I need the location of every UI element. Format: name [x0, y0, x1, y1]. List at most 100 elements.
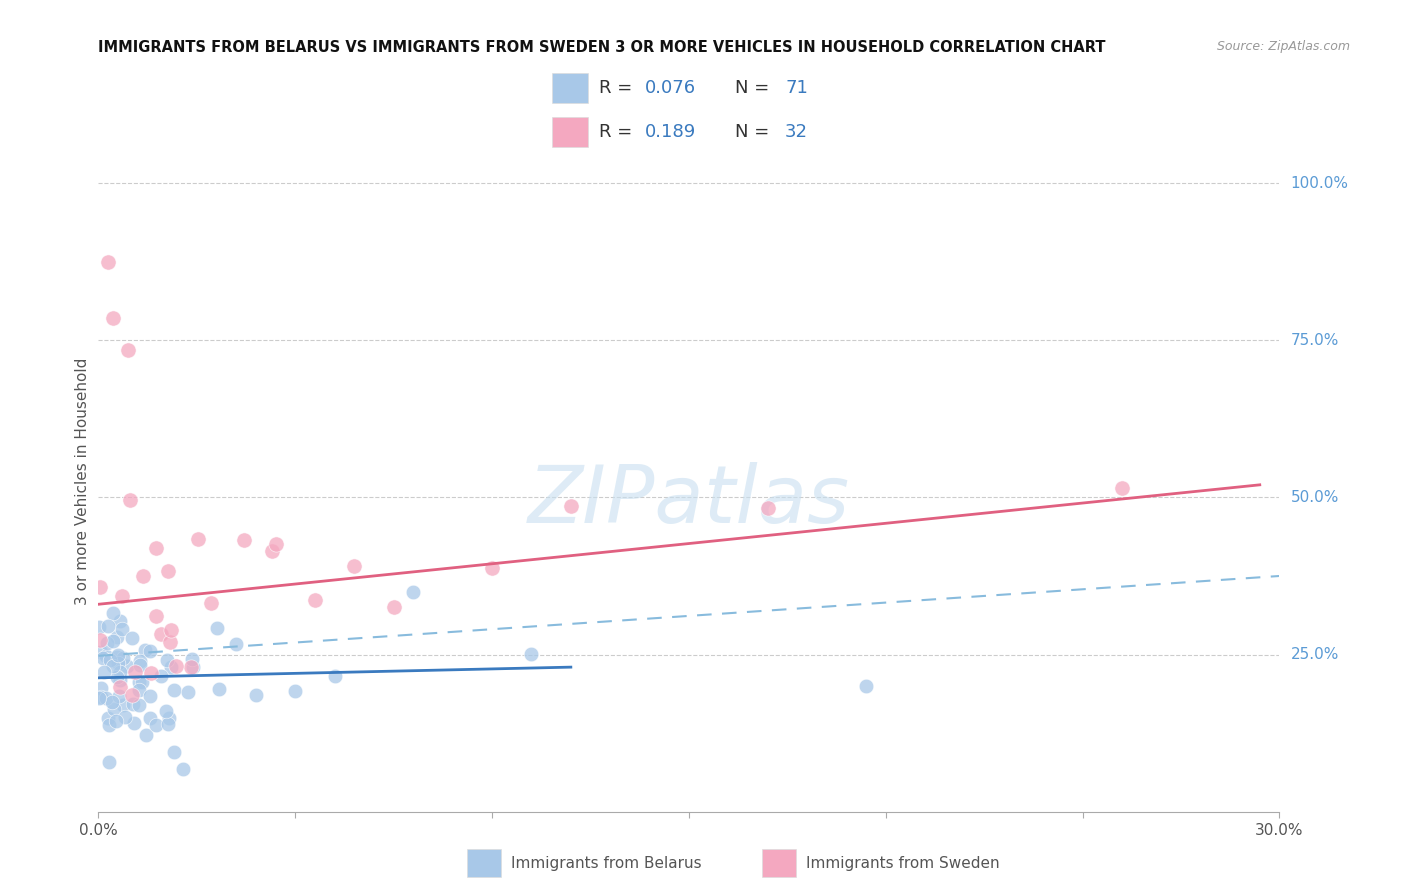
Point [264, 537, 287, 551]
Point [382, 599, 405, 614]
Point [90, 690, 112, 705]
Point [159, 635, 181, 649]
Point [90, 645, 112, 659]
Point [110, 614, 132, 628]
Point [107, 648, 129, 662]
Point [105, 630, 128, 644]
Text: N =: N = [735, 78, 775, 96]
Text: 50.0%: 50.0% [1291, 490, 1339, 505]
Text: 25.0%: 25.0% [1291, 647, 1339, 662]
Point [481, 561, 503, 575]
Point [187, 532, 209, 546]
Point [181, 660, 204, 674]
Point [122, 697, 145, 711]
Point [160, 624, 183, 638]
Point [98, 653, 121, 667]
Point [260, 544, 283, 558]
FancyBboxPatch shape [553, 117, 588, 147]
Point [101, 633, 124, 648]
Point [284, 684, 307, 698]
Point [139, 644, 162, 658]
Point [157, 711, 180, 725]
Point [89, 580, 111, 594]
Point [134, 643, 156, 657]
Point [98, 718, 121, 732]
FancyBboxPatch shape [553, 73, 588, 103]
Point [108, 680, 131, 694]
Point [520, 647, 543, 661]
Point [1111, 481, 1133, 495]
Text: 32: 32 [785, 123, 808, 141]
Point [145, 541, 167, 555]
Point [163, 682, 186, 697]
Point [145, 608, 167, 623]
Point [108, 665, 131, 679]
Point [232, 533, 254, 547]
Point [96, 636, 118, 650]
Text: 0.189: 0.189 [645, 123, 696, 141]
Point [145, 718, 167, 732]
Point [176, 685, 198, 699]
Point [112, 650, 135, 665]
Point [107, 656, 129, 670]
Text: Source: ZipAtlas.com: Source: ZipAtlas.com [1216, 40, 1350, 54]
Point [756, 500, 779, 515]
Text: IMMIGRANTS FROM BELARUS VS IMMIGRANTS FROM SWEDEN 3 OR MORE VEHICLES IN HOUSEHOL: IMMIGRANTS FROM BELARUS VS IMMIGRANTS FR… [98, 40, 1107, 55]
Point [402, 584, 425, 599]
Point [101, 659, 124, 673]
Point [96, 619, 118, 633]
Point [91, 650, 114, 665]
Text: N =: N = [735, 123, 775, 141]
Point [108, 690, 131, 704]
Point [200, 596, 222, 610]
Point [124, 665, 146, 679]
Point [138, 710, 160, 724]
Point [105, 650, 128, 665]
Point [105, 714, 128, 728]
Text: ZIPatlas: ZIPatlas [527, 462, 851, 541]
Point [156, 653, 179, 667]
Point [129, 657, 152, 672]
Point [94, 691, 117, 706]
Point [560, 499, 582, 513]
Point [89, 691, 111, 706]
Point [131, 675, 153, 690]
Point [855, 679, 877, 693]
Text: 71: 71 [785, 78, 808, 96]
Point [111, 622, 134, 636]
Point [117, 343, 139, 357]
Point [90, 681, 112, 696]
Point [128, 683, 150, 698]
Point [97, 755, 120, 769]
Point [129, 654, 152, 668]
Point [110, 673, 132, 688]
Point [117, 659, 139, 673]
Point [103, 702, 125, 716]
Point [89, 633, 111, 648]
Point [114, 710, 136, 724]
Point [111, 698, 134, 713]
Point [156, 564, 179, 578]
Point [139, 689, 162, 703]
Point [207, 681, 229, 696]
Text: 0.076: 0.076 [645, 78, 696, 96]
Point [165, 659, 187, 673]
Point [94, 648, 117, 663]
FancyBboxPatch shape [467, 849, 502, 877]
Y-axis label: 3 or more Vehicles in Household: 3 or more Vehicles in Household [75, 358, 90, 606]
Point [160, 660, 183, 674]
Point [128, 698, 150, 712]
Point [121, 688, 143, 702]
Point [97, 711, 120, 725]
Point [139, 666, 162, 681]
Point [343, 558, 366, 573]
Point [135, 728, 157, 742]
Point [245, 688, 267, 702]
Point [205, 621, 228, 635]
Point [97, 254, 120, 268]
Point [181, 652, 204, 666]
Point [107, 670, 129, 684]
Point [121, 632, 143, 646]
Point [304, 592, 326, 607]
Text: R =: R = [599, 78, 638, 96]
